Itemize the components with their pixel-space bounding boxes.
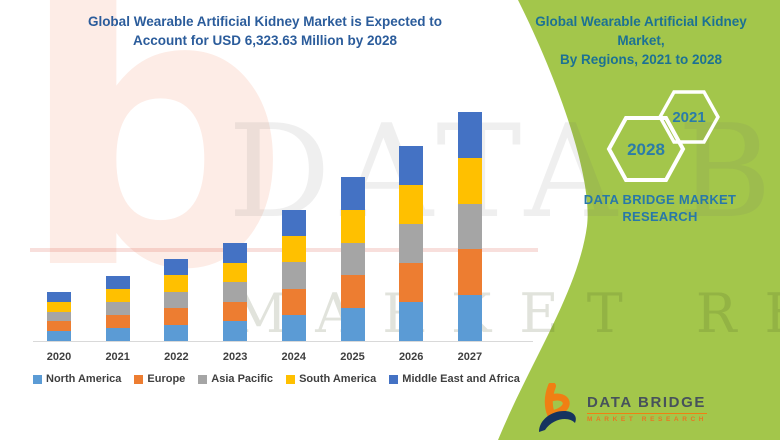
- x-axis-label-2024: 2024: [281, 351, 307, 363]
- logo-subtitle: MARKET RESEARCH: [587, 416, 708, 423]
- databridge-logo: DATA BRIDGE MARKET RESEARCH: [537, 383, 708, 435]
- stacked-bar-2021: [105, 276, 130, 341]
- segment-2020-south-america: [47, 301, 71, 312]
- brand-text: DATA BRIDGE MARKET RESEARCH: [560, 191, 760, 225]
- segment-2023-middle-east-and-africa: [223, 243, 248, 263]
- segment-2020-europe: [47, 321, 71, 332]
- legend-swatch-icon: [134, 374, 144, 384]
- segment-2026-south-america: [399, 185, 424, 224]
- legend-label: Middle East and Africa: [402, 373, 520, 385]
- segment-2027-south-america: [457, 157, 482, 204]
- legend-label: Europe: [147, 373, 186, 385]
- hexagon-2021-label: 2021: [672, 109, 705, 126]
- legend-swatch-icon: [33, 374, 42, 384]
- segment-2025-north-america: [340, 308, 365, 341]
- legend-item-asia-pacific: Asia Pacific: [198, 373, 273, 385]
- chart-title-line2: Account for USD 6,323.63 Million by 2028: [132, 33, 398, 48]
- x-axis-label-2025: 2025: [340, 351, 365, 363]
- bar-chart-plot-area: [33, 96, 533, 342]
- segment-2021-middle-east-and-africa: [105, 276, 130, 289]
- segment-2027-europe: [457, 249, 482, 296]
- segment-2022-middle-east-and-africa: [164, 259, 189, 276]
- segment-2027-asia-pacific: [457, 203, 482, 250]
- stacked-bar-2024: [281, 210, 306, 341]
- hexagon-2028-label: 2028: [627, 140, 665, 159]
- hexagon-badge-2028: 2028: [606, 116, 686, 182]
- legend-label: North America: [46, 373, 122, 385]
- chart-title: Global Wearable Artificial Kidney Market…: [35, 12, 495, 50]
- databridge-logo-icon: [539, 383, 576, 432]
- panel-title-line1: Global Wearable Artificial Kidney: [535, 14, 747, 29]
- legend-label: South America: [299, 373, 377, 385]
- stacked-bar-2023: [223, 243, 248, 341]
- stacked-bar-2026: [399, 146, 424, 341]
- segment-2026-middle-east-and-africa: [399, 146, 424, 185]
- segment-2026-europe: [399, 263, 424, 302]
- segment-2020-north-america: [47, 331, 71, 341]
- segment-2020-middle-east-and-africa: [47, 292, 71, 302]
- stacked-bar-2027: [457, 112, 482, 341]
- green-panel-shape: [498, 0, 780, 440]
- segment-2021-south-america: [105, 289, 130, 302]
- segment-2024-europe: [281, 288, 306, 315]
- x-axis-label-2026: 2026: [398, 351, 424, 363]
- logo-text-block: DATA BRIDGE MARKET RESEARCH: [587, 383, 708, 423]
- segment-2025-asia-pacific: [340, 242, 365, 276]
- chart-title-line1: Global Wearable Artificial Kidney Market…: [87, 14, 443, 29]
- logo-swoosh: [539, 411, 576, 432]
- segment-2026-north-america: [399, 302, 424, 341]
- legend-swatch-icon: [286, 374, 296, 384]
- x-axis-label-2023: 2023: [222, 351, 248, 363]
- segment-2021-asia-pacific: [105, 302, 130, 315]
- legend-swatch-icon: [389, 374, 399, 384]
- segment-2021-north-america: [105, 328, 130, 341]
- segment-2026-asia-pacific: [399, 224, 424, 263]
- segment-2024-south-america: [281, 236, 306, 263]
- legend-item-south-america: South America: [286, 373, 376, 385]
- segment-2025-europe: [340, 275, 365, 309]
- brand-text-line2: RESEARCH: [622, 209, 698, 224]
- x-axis-labels: 2020 2021 2022 2023 2024 2025 2026 2027: [33, 351, 533, 367]
- segment-2020-asia-pacific: [47, 311, 71, 322]
- segment-2025-south-america: [340, 209, 365, 243]
- panel-title: Global Wearable Artificial Kidney Market…: [512, 12, 770, 69]
- legend-label: Asia Pacific: [211, 373, 274, 385]
- segment-2027-middle-east-and-africa: [457, 112, 482, 158]
- chart-legend: North America Europe Asia Pacific South Ame…: [33, 373, 533, 385]
- panel-title-line2: Market,: [617, 33, 665, 48]
- x-axis-label-2022: 2022: [164, 351, 189, 363]
- x-axis-label-2027: 2027: [457, 351, 483, 363]
- stacked-bar-2025: [340, 177, 365, 341]
- segment-2023-asia-pacific: [223, 282, 248, 302]
- panel-title-line3: By Regions, 2021 to 2028: [559, 52, 723, 67]
- logo-title: DATA BRIDGE: [587, 394, 708, 414]
- segment-2022-europe: [164, 308, 189, 325]
- segment-2023-north-america: [223, 321, 248, 341]
- segment-2023-south-america: [223, 262, 248, 283]
- x-axis-line: [33, 341, 533, 342]
- segment-2022-asia-pacific: [164, 291, 189, 309]
- hexagon-2028-outline: [606, 116, 686, 182]
- segment-2024-north-america: [281, 314, 306, 341]
- segment-2022-south-america: [164, 275, 189, 292]
- legend-item-europe: Europe: [134, 373, 185, 385]
- segment-2025-middle-east-and-africa: [340, 177, 365, 210]
- segment-2021-europe: [105, 315, 130, 328]
- segment-2027-north-america: [457, 295, 482, 341]
- brand-text-line1: DATA BRIDGE MARKET: [583, 192, 737, 207]
- stacked-bar-2022: [164, 259, 189, 341]
- legend-item-north-america: North America: [33, 373, 121, 385]
- x-axis-label-2020: 2020: [46, 351, 72, 363]
- segment-2024-asia-pacific: [281, 262, 306, 289]
- segment-2022-north-america: [164, 324, 189, 341]
- segment-2024-middle-east-and-africa: [281, 210, 306, 237]
- stacked-bar-2020: [47, 292, 71, 341]
- legend-item-middle-east-and-africa: Middle East and Africa: [389, 373, 520, 385]
- x-axis-label-2021: 2021: [105, 351, 130, 363]
- legend-swatch-icon: [198, 374, 208, 384]
- segment-2023-europe: [223, 301, 248, 322]
